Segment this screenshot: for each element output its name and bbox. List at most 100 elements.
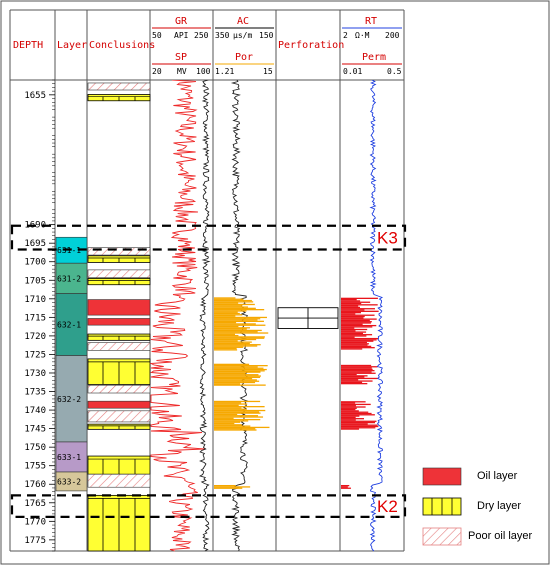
permeability-bar xyxy=(341,335,367,337)
porosity-bar xyxy=(214,342,250,345)
porosity-bar xyxy=(214,298,244,300)
permeability-bar xyxy=(341,411,369,413)
porosity-bar xyxy=(214,318,261,320)
porosity-bar xyxy=(214,405,265,408)
permeability-bar xyxy=(341,414,375,416)
permeability-bar xyxy=(341,319,370,322)
depth-tick-label: 1770 xyxy=(24,517,46,527)
porosity-bar xyxy=(214,334,239,337)
por-max: 15 xyxy=(263,67,273,76)
porosity-bar xyxy=(214,307,256,310)
poor-oil-layer-block xyxy=(87,384,151,394)
porosity-bar xyxy=(214,487,243,489)
layer-zone xyxy=(55,471,88,492)
horizon-marker-label: K3 xyxy=(377,229,398,248)
layer-header: Layer xyxy=(57,40,88,51)
permeability-bar xyxy=(341,344,368,346)
permeability-bar xyxy=(341,330,356,332)
gr-unit: API xyxy=(174,31,189,40)
permeability-bar xyxy=(341,326,373,328)
dry-layer-block xyxy=(87,455,151,475)
poor-oil-layer-block xyxy=(87,269,151,278)
permeability-bar xyxy=(341,345,372,348)
layer-label: 632-2 xyxy=(57,395,81,404)
porosity-bar xyxy=(214,345,258,347)
porosity-bar xyxy=(214,346,244,348)
permeability-bar xyxy=(341,306,361,309)
porosity-bar xyxy=(214,372,246,375)
permeability-bar xyxy=(341,308,375,310)
perforation-track xyxy=(277,307,339,329)
permeability-bar xyxy=(341,304,378,306)
permeability-bar xyxy=(341,373,357,376)
layer-label: 633-2 xyxy=(57,477,81,486)
porosity-bar xyxy=(214,323,256,325)
depth-tick-label: 1755 xyxy=(24,462,46,472)
perm-max: 0.5 xyxy=(387,67,402,76)
porosity-bar xyxy=(214,404,239,406)
permeability-bar xyxy=(341,366,378,368)
permeability-bar xyxy=(341,323,363,325)
porosity-bar xyxy=(214,332,269,334)
porosity-bar xyxy=(214,402,242,404)
permeability-bar xyxy=(341,403,371,406)
permeability-bar xyxy=(341,327,355,329)
porosity-bar xyxy=(214,411,260,413)
porosity-bar xyxy=(214,376,261,378)
permeability-bar xyxy=(341,406,366,408)
permeability-bar xyxy=(341,405,356,407)
permeability-bar xyxy=(341,348,363,350)
rt-min: 2 xyxy=(343,31,348,40)
dry-layer-block xyxy=(87,494,151,552)
depth-tick-label: 1710 xyxy=(24,295,46,305)
depth-axis: 1655169016951700170517101715172017251730… xyxy=(24,79,55,552)
porosity-bar xyxy=(214,424,242,426)
depth-tick-label: 1735 xyxy=(24,388,46,398)
permeability-bar xyxy=(341,339,377,341)
porosity-bar xyxy=(214,341,252,343)
rt-unit: Ω·M xyxy=(355,31,370,40)
dry-layer-block xyxy=(87,423,151,430)
depth-tick-label: 1745 xyxy=(24,425,46,435)
porosity-bar xyxy=(214,299,252,302)
porosity-bar xyxy=(214,303,255,306)
layer-zone xyxy=(55,441,88,473)
depth-tick-label: 1760 xyxy=(24,480,46,490)
layer-zone xyxy=(55,293,88,356)
porosity-bar xyxy=(214,363,250,366)
layer-track: 631-1 631-2 632-1 632-2 633-1 633-2 xyxy=(55,236,88,492)
porosity-bar xyxy=(214,347,237,350)
porosity-bar xyxy=(214,310,247,312)
por-min: 1.21 xyxy=(215,67,235,76)
depth-tick-label: 1655 xyxy=(24,91,46,101)
ac-max: 150 xyxy=(259,31,274,40)
porosity-bar xyxy=(214,408,247,410)
permeability-bar xyxy=(341,331,367,333)
permeability-bar xyxy=(341,484,350,487)
sp-curve xyxy=(149,80,205,552)
legend-dry-swatch xyxy=(422,497,462,516)
permeability-bar xyxy=(341,375,368,377)
oil-layer-block xyxy=(87,318,151,326)
permeability-bar xyxy=(341,301,371,303)
porosity-bar xyxy=(214,331,258,333)
permeability-bar xyxy=(341,310,379,312)
permeability-bar xyxy=(341,334,373,336)
permeability-bar xyxy=(341,421,376,424)
permeability-bar xyxy=(341,401,366,403)
permeability-bar xyxy=(341,321,372,323)
depth-tick-label: 1700 xyxy=(24,258,46,268)
permeability-bar xyxy=(341,372,376,374)
rt-curve xyxy=(369,80,384,552)
layer-label: 631-1 xyxy=(57,246,81,255)
porosity-bar xyxy=(214,312,240,315)
porosity-bar xyxy=(214,366,258,368)
porosity-bar xyxy=(214,315,236,317)
permeability-bar xyxy=(341,367,372,369)
depth-tick-label: 1720 xyxy=(24,332,46,342)
porosity-bar xyxy=(214,417,234,419)
permeability-bar xyxy=(341,420,377,422)
permeability-bar xyxy=(341,427,376,429)
gr-max: 250 xyxy=(194,31,209,40)
permeability-bar xyxy=(341,408,356,411)
